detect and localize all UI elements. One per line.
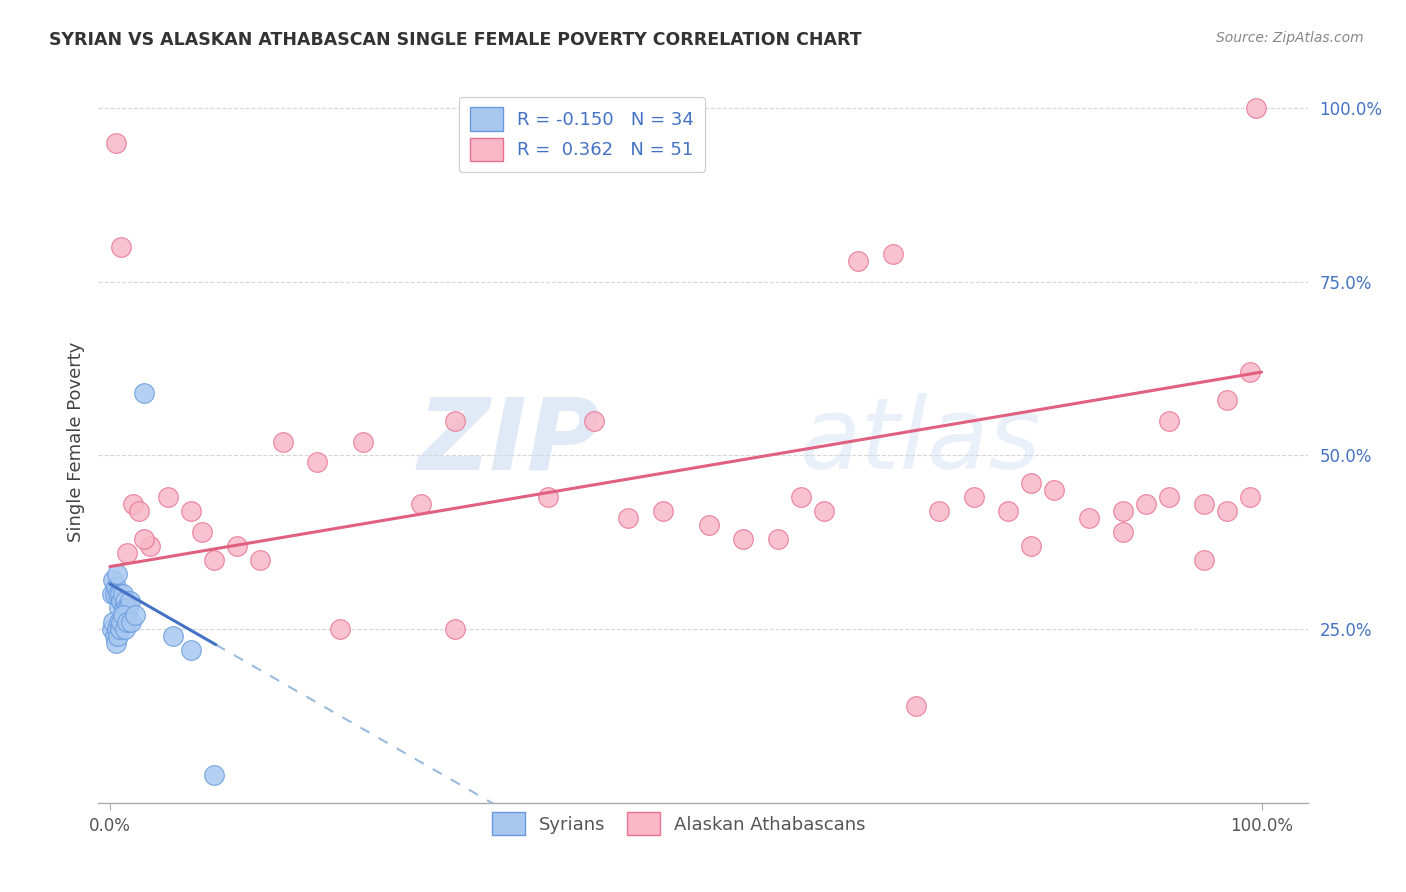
Point [104, 581, 127, 595]
Point [115, 546, 138, 560]
Text: SYRIAN VS ALASKAN ATHABASCAN SINGLE FEMALE POVERTY CORRELATION CHART: SYRIAN VS ALASKAN ATHABASCAN SINGLE FEMA… [49, 31, 862, 49]
Point [101, 587, 124, 601]
Point [697, 517, 720, 532]
Point [105, 566, 128, 581]
Point [156, 490, 179, 504]
Point [1112, 524, 1135, 539]
Point [111, 608, 134, 623]
Point [225, 539, 247, 553]
Point [1077, 511, 1099, 525]
Point [1135, 497, 1157, 511]
Point [120, 615, 142, 630]
Point [105, 622, 128, 636]
Point [1244, 101, 1267, 115]
Point [128, 504, 150, 518]
Point [329, 622, 352, 636]
Point [617, 511, 640, 525]
Point [1019, 476, 1042, 491]
Point [104, 636, 127, 650]
Point [1192, 497, 1215, 511]
Point [733, 532, 755, 546]
Text: Source: ZipAtlas.com: Source: ZipAtlas.com [1216, 31, 1364, 45]
Point [107, 587, 129, 601]
Point [114, 594, 136, 608]
Point [117, 601, 139, 615]
Point [122, 497, 145, 511]
Point [928, 504, 950, 518]
Point [1239, 365, 1261, 379]
Point [1043, 483, 1066, 498]
Point [307, 455, 329, 469]
Point [110, 587, 132, 601]
Point [124, 608, 146, 623]
Point [1192, 552, 1215, 566]
Point [352, 434, 374, 449]
Point [409, 497, 432, 511]
Point [111, 587, 134, 601]
Point [108, 601, 131, 615]
Point [107, 629, 129, 643]
Point [582, 414, 605, 428]
Point [790, 490, 813, 504]
Point [1159, 414, 1181, 428]
Point [1216, 504, 1239, 518]
Point [103, 615, 125, 630]
Point [536, 490, 558, 504]
Point [110, 615, 132, 630]
Y-axis label: Single Female Poverty: Single Female Poverty [66, 342, 84, 541]
Point [962, 490, 984, 504]
Text: ZIP: ZIP [418, 393, 600, 490]
Point [905, 698, 928, 713]
Point [1019, 539, 1042, 553]
Point [882, 247, 904, 261]
Point [813, 504, 835, 518]
Point [139, 539, 162, 553]
Point [101, 622, 124, 636]
Point [1159, 490, 1181, 504]
Point [134, 532, 156, 546]
Point [103, 629, 125, 643]
Point [108, 615, 131, 630]
Point [444, 414, 467, 428]
Point [112, 601, 135, 615]
Point [180, 643, 202, 657]
Point [114, 622, 136, 636]
Point [110, 622, 132, 636]
Point [103, 587, 125, 601]
Point [134, 385, 156, 400]
Point [202, 552, 225, 566]
Point [997, 504, 1019, 518]
Point [104, 136, 127, 150]
Point [249, 552, 271, 566]
Point [103, 574, 125, 588]
Point [115, 615, 138, 630]
Point [110, 240, 132, 254]
Point [191, 524, 214, 539]
Point [1112, 504, 1135, 518]
Legend: Syrians, Alaskan Athabascans: Syrians, Alaskan Athabascans [484, 803, 875, 845]
Point [1239, 490, 1261, 504]
Point [110, 594, 132, 608]
Point [115, 608, 138, 623]
Point [1216, 392, 1239, 407]
Point [651, 504, 673, 518]
Point [848, 253, 870, 268]
Point [444, 622, 467, 636]
Point [118, 594, 141, 608]
Point [180, 504, 202, 518]
Point [115, 601, 138, 615]
Point [202, 768, 225, 782]
Point [766, 532, 789, 546]
Text: atlas: atlas [800, 393, 1042, 490]
Point [271, 434, 294, 449]
Point [162, 629, 184, 643]
